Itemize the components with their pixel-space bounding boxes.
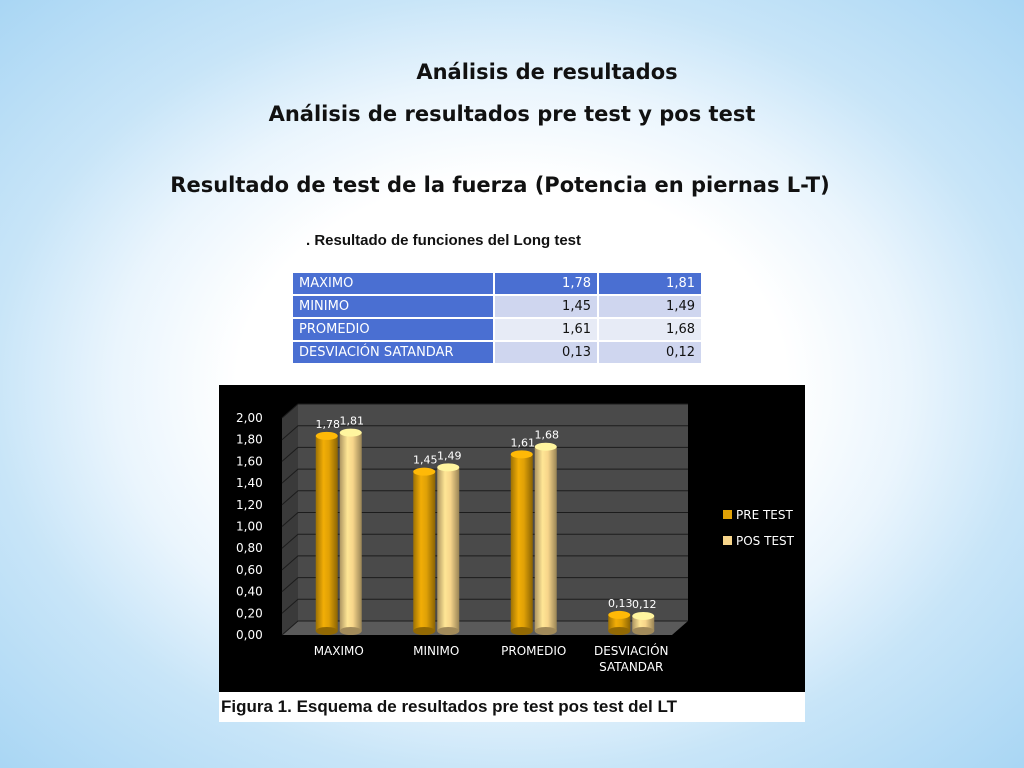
x-tick-label: PROMEDIO [501,644,566,658]
pre-test-cell: 0,13 [495,342,597,363]
pos-test-cell: 0,12 [599,342,701,363]
page-subtitle: Análisis de resultados pre test y pos te… [268,102,756,126]
bar-chart-svg: 0,00 0,20 0,40 0,60 0,80 1,00 1,20 1,40 1,60 1,80… [236,403,795,674]
bar-chart: 0,00 0,20 0,40 0,60 0,80 1,00 1,20 1,40 1,60 1,80… [219,385,805,692]
y-tick-label: 1,40 [236,476,263,490]
section-heading: Resultado de test de la fuerza (Potencia… [170,173,830,197]
gridline [281,403,688,419]
table-row: MAXIMO 1,78 1,81 [293,273,701,294]
bar-pos-test [437,467,460,631]
bar-base [413,627,436,635]
bar-top [413,467,436,476]
bar-top [632,611,655,620]
y-tick-label: 0,20 [236,606,263,620]
table-row: MINIMO 1,45 1,49 [293,296,701,317]
pos-test-cell: 1,49 [599,296,701,317]
bar-base [339,627,362,635]
bar-top [315,431,338,440]
gridline [281,512,688,527]
bar-top [437,463,460,472]
y-tick-label: 1,20 [236,498,263,512]
bar-base [437,627,460,635]
chart-floor [282,621,688,635]
legend-label: POS TEST [736,534,795,548]
y-tick-label: 0,00 [236,628,263,642]
data-label: 0,12 [632,598,657,611]
pre-test-cell: 1,45 [495,296,597,317]
x-tick-label: MAXIMO [314,644,364,658]
gridline [281,533,688,549]
gridline [281,490,688,506]
gridline [281,620,688,636]
results-table: MAXIMO 1,78 1,81 MINIMO 1,45 1,49 PROMED… [291,271,703,365]
bar-base [315,627,338,635]
y-tick-label: 1,00 [236,520,263,534]
x-tick-label: MINIMO [413,644,459,658]
gridline [281,468,688,484]
y-tick-label: 1,60 [236,454,263,468]
pre-test-cell: 1,61 [495,319,597,340]
gridline [281,446,688,462]
x-tick-label: DESVIACIÓN [594,643,669,658]
bar-base [534,627,557,635]
pos-test-cell: 1,81 [599,273,701,294]
gridline [281,577,688,592]
legend-swatch [723,510,732,519]
row-label: DESVIACIÓN SATANDAR [293,342,493,363]
bar-pre-test [510,454,533,631]
bar-pre-test [413,471,436,631]
data-label: 1,78 [316,418,341,431]
y-tick-label: 0,80 [236,541,263,555]
row-label: MINIMO [293,296,493,317]
bar-top [510,450,533,459]
bar-base [608,627,631,635]
data-label: 1,45 [413,454,438,467]
table-row: PROMEDIO 1,61 1,68 [293,319,701,340]
bar-pre-test [315,435,338,631]
bar-top [608,610,631,619]
bar-base [510,627,533,635]
pre-test-cell: 1,78 [495,273,597,294]
row-label: PROMEDIO [293,319,493,340]
data-label: 1,61 [511,436,536,449]
pos-test-cell: 1,68 [599,319,701,340]
bar-pos-test [632,615,655,631]
data-label: 0,13 [608,597,633,610]
bar-pos-test [339,432,362,631]
legend-label: PRE TEST [736,508,794,522]
legend-swatch [723,536,732,545]
data-label: 1,68 [535,429,560,442]
y-tick-label: 0,60 [236,563,263,577]
bar-top [339,428,362,437]
bar-base [632,627,655,635]
y-tick-label: 0,40 [236,585,263,599]
row-label: MAXIMO [293,273,493,294]
x-tick-label: SATANDAR [599,660,663,674]
bar-pre-test [608,614,631,631]
bar-top [534,442,557,451]
y-tick-label: 1,80 [236,433,263,447]
gridline [281,425,688,441]
figure-caption: Figura 1. Esquema de resultados pre test… [219,692,805,722]
bar-pos-test [534,446,557,631]
y-tick-label: 2,00 [236,411,263,425]
page-title: Análisis de resultados [416,60,678,84]
gridline [281,598,688,614]
data-label: 1,81 [340,415,365,428]
gridline [281,555,688,571]
table-row: DESVIACIÓN SATANDAR 0,13 0,12 [293,342,701,363]
table-caption: . Resultado de funciones del Long test [306,232,582,249]
data-label: 1,49 [437,449,462,462]
